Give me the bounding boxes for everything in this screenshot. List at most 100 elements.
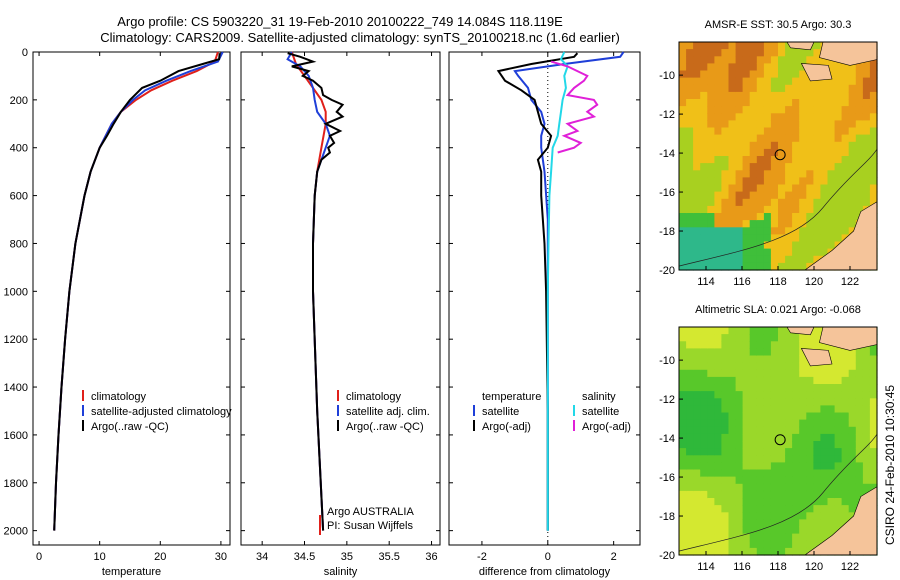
sla_map-cell bbox=[735, 476, 744, 485]
sst_map-cell bbox=[869, 70, 878, 79]
sst_map-cell bbox=[855, 184, 864, 193]
sla_map-cell bbox=[707, 533, 715, 542]
sla_map-cell bbox=[834, 376, 843, 385]
sst_map-cell bbox=[785, 205, 793, 214]
sst_map-cell bbox=[770, 42, 779, 50]
sst_map-cell bbox=[827, 91, 836, 100]
sst_map-cell bbox=[756, 106, 765, 114]
sla_map-cell bbox=[841, 376, 850, 385]
sst_map-cell bbox=[834, 227, 843, 235]
sla_map-cell bbox=[827, 490, 836, 499]
sst_map-cell bbox=[862, 77, 871, 86]
sst_map-cell bbox=[693, 255, 701, 264]
sla_map-cell bbox=[834, 483, 843, 492]
sla_map-cell bbox=[770, 433, 779, 442]
sla_map-cell bbox=[756, 348, 765, 357]
sst_map-cell bbox=[785, 141, 793, 150]
sla_map-cell bbox=[721, 498, 730, 506]
sla_map-cell bbox=[855, 455, 864, 463]
sla_map-cell bbox=[770, 533, 779, 542]
sst_map-cell bbox=[693, 106, 701, 114]
sst_map-cell bbox=[770, 91, 779, 100]
sst_map-cell bbox=[806, 120, 814, 129]
sla_map-cell bbox=[841, 362, 850, 371]
sst_map-cell bbox=[855, 106, 864, 114]
sst_map-argo-marker bbox=[774, 149, 786, 161]
sst_map-cell bbox=[700, 163, 708, 171]
sla_map-cell bbox=[679, 362, 687, 371]
sla_map-cell bbox=[714, 391, 723, 399]
sst_map-cell bbox=[735, 262, 744, 271]
sst_map-cell bbox=[820, 91, 829, 100]
sst_map-cell bbox=[707, 77, 715, 86]
sla_map-cell bbox=[749, 341, 758, 349]
sst_map-cell bbox=[778, 255, 786, 264]
sst_map-cell bbox=[763, 163, 772, 171]
sst_map-cell bbox=[756, 77, 765, 86]
sst_map-cell bbox=[848, 148, 857, 157]
sla_map-cell bbox=[735, 519, 744, 528]
sla_map-cell bbox=[785, 327, 793, 335]
sst_map-cell bbox=[848, 70, 857, 79]
sst_map-cell bbox=[799, 141, 807, 150]
sst_map-cell bbox=[862, 113, 871, 121]
sst_map-cell bbox=[806, 134, 814, 143]
sst_map-cell bbox=[721, 170, 730, 178]
sla_map-cell bbox=[679, 476, 687, 485]
sla_map-cell bbox=[813, 519, 822, 528]
sla_map-cell bbox=[841, 490, 850, 499]
sla_map-cell bbox=[714, 412, 723, 421]
sst_map-cell bbox=[679, 177, 687, 186]
sst_map-cell bbox=[707, 241, 715, 250]
sst_map-cell bbox=[742, 255, 751, 264]
sla_map-cell bbox=[827, 412, 836, 421]
sla_map-cell bbox=[742, 426, 751, 435]
sla_map-cell bbox=[721, 441, 730, 449]
sst_map-cell bbox=[735, 70, 744, 79]
sst_map-cell bbox=[686, 84, 694, 93]
sst_map-cell bbox=[700, 220, 708, 228]
sla_map-cell bbox=[834, 469, 843, 478]
sla_map-cell bbox=[693, 469, 701, 478]
sla_map-cell bbox=[700, 433, 708, 442]
sst_map-cell bbox=[820, 106, 829, 114]
sla_map-cell bbox=[756, 441, 765, 449]
sst_map-cell bbox=[855, 191, 864, 200]
sst_map-cell bbox=[756, 84, 765, 93]
sla_map-cell bbox=[792, 490, 800, 499]
sla_map-cell bbox=[735, 469, 744, 478]
sst_map-cell bbox=[721, 156, 730, 164]
sst_map-cell bbox=[742, 127, 751, 136]
sst_map-land-sumba bbox=[800, 63, 833, 82]
sla_map-cell bbox=[686, 476, 694, 485]
sla_map-cell bbox=[700, 405, 708, 414]
sst_map-cell bbox=[707, 262, 715, 271]
sla_map-cell bbox=[742, 540, 751, 549]
sla_map-cell bbox=[763, 405, 772, 414]
sst_map-cell bbox=[707, 127, 715, 136]
sst_map-cell bbox=[770, 113, 779, 121]
sla_map-cell bbox=[721, 426, 730, 435]
sst_map-cell bbox=[799, 170, 807, 178]
sla_map-cell bbox=[763, 355, 772, 364]
sst_map-cell bbox=[679, 163, 687, 171]
sst_map-cell bbox=[763, 141, 772, 150]
sst_map-cell bbox=[749, 120, 758, 129]
sla_map-cell bbox=[686, 540, 694, 549]
sla_map-cell bbox=[721, 505, 730, 513]
sla_map-cell bbox=[728, 433, 737, 442]
sla_map-cell bbox=[869, 376, 878, 385]
sst_map-cell bbox=[693, 120, 701, 129]
sst_map-cell bbox=[728, 184, 737, 193]
sla_map-cell bbox=[749, 462, 758, 471]
sst_map-cell bbox=[770, 84, 779, 93]
sla_map-cell bbox=[848, 462, 857, 471]
sst_map-cell bbox=[862, 156, 871, 164]
sst_map-cell bbox=[778, 220, 786, 228]
sla_map-cell bbox=[855, 384, 864, 392]
sst_map-cell bbox=[792, 241, 800, 250]
sst_map-cell bbox=[700, 248, 708, 257]
sst_map-cell bbox=[756, 156, 765, 164]
sst_map-cell bbox=[714, 191, 723, 200]
sst_map-cell bbox=[686, 220, 694, 228]
